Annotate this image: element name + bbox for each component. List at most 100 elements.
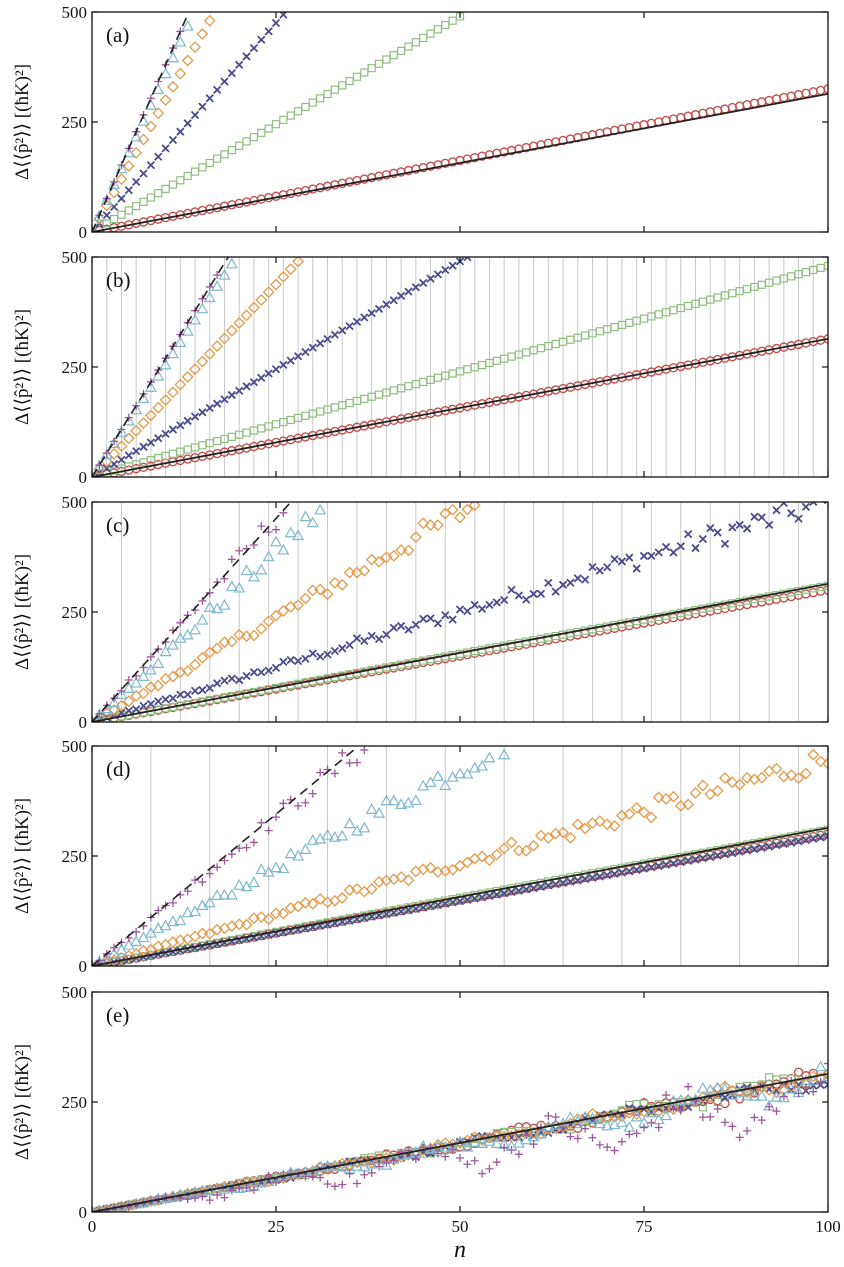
marker-triangle — [196, 613, 209, 625]
marker-cross — [698, 854, 708, 863]
marker-plus — [316, 1173, 325, 1182]
marker-diamond — [122, 695, 135, 708]
marker-cross — [271, 365, 281, 374]
marker-cross — [205, 94, 214, 103]
marker-plus — [654, 1123, 663, 1132]
marker-diamond — [785, 1080, 798, 1093]
marker-diamond — [218, 332, 231, 345]
marker-triangle — [468, 1136, 481, 1147]
plot-area — [92, 502, 828, 722]
marker-cross — [212, 399, 222, 408]
marker-cross — [146, 160, 156, 170]
marker-cross — [382, 630, 391, 639]
marker-triangle — [115, 425, 128, 437]
marker-diamond — [292, 900, 304, 913]
x-tick-label: 25 — [268, 1217, 285, 1236]
marker-cross — [573, 876, 582, 885]
marker-cross — [809, 502, 818, 507]
marker-cross — [728, 523, 737, 532]
series-cross — [92, 12, 288, 232]
marker-triangle — [233, 878, 246, 890]
marker-cross — [603, 563, 612, 572]
marker-diamond — [144, 409, 157, 422]
marker-triangle — [240, 564, 253, 576]
marker-plus — [588, 1133, 597, 1142]
marker-cross — [536, 589, 546, 598]
marker-diamond — [476, 850, 488, 863]
marker-cross — [279, 657, 288, 667]
marker-diamond — [564, 831, 577, 844]
marker-plus — [676, 1106, 685, 1115]
marker-plus — [235, 844, 244, 853]
marker-diamond — [461, 503, 474, 516]
marker-triangle — [696, 1081, 709, 1093]
marker-cross — [301, 654, 310, 663]
marker-triangle — [424, 776, 437, 787]
marker-triangle — [269, 535, 283, 547]
series-triangle — [92, 748, 511, 966]
marker-cross — [345, 640, 354, 650]
marker-cross — [168, 947, 178, 956]
marker-plus — [551, 1112, 560, 1121]
marker-cross — [698, 534, 708, 544]
marker-plus — [816, 1077, 825, 1086]
marker-cross — [227, 674, 236, 683]
marker-square — [787, 272, 796, 281]
marker-cross — [492, 890, 501, 899]
marker-triangle — [247, 876, 260, 888]
marker-plus — [249, 1185, 258, 1194]
marker-diamond — [152, 401, 165, 414]
marker-plus — [176, 618, 185, 627]
marker-diamond — [557, 826, 569, 839]
marker-cross — [801, 502, 811, 511]
marker-diamond — [520, 844, 533, 857]
marker-square — [441, 20, 450, 30]
marker-square — [772, 276, 781, 285]
marker-plus — [95, 709, 104, 718]
marker-plus — [301, 798, 310, 807]
marker-diamond — [240, 309, 253, 322]
marker-plus — [161, 637, 170, 646]
marker-triangle — [277, 543, 290, 555]
marker-triangle — [218, 888, 231, 900]
marker-diamond — [807, 1070, 820, 1083]
marker-diamond — [719, 772, 731, 785]
marker-square — [198, 163, 207, 172]
marker-diamond — [277, 907, 290, 920]
marker-diamond — [196, 28, 209, 40]
marker-cross — [794, 837, 803, 846]
marker-triangle — [122, 146, 135, 158]
y-tick-label: 500 — [62, 737, 88, 756]
marker-cross — [536, 882, 546, 891]
marker-plus — [168, 898, 177, 907]
marker-triangle — [108, 437, 121, 448]
marker-triangle — [181, 628, 194, 640]
marker-cross — [706, 852, 715, 862]
marker-cross — [485, 891, 494, 901]
marker-cross — [433, 619, 443, 628]
marker-cross — [146, 438, 156, 447]
marker-plus — [684, 1082, 693, 1091]
marker-plus — [213, 578, 222, 587]
marker-plus — [352, 758, 361, 767]
marker-cross — [396, 291, 406, 301]
marker-cross — [301, 347, 310, 357]
marker-plus — [301, 1172, 310, 1181]
marker-cross — [632, 564, 641, 573]
marker-triangle — [144, 663, 157, 675]
marker-square — [625, 318, 634, 327]
marker-plus — [750, 1113, 759, 1122]
marker-square — [823, 581, 828, 590]
marker-cross — [647, 863, 656, 872]
marker-square — [242, 137, 251, 146]
marker-plus — [669, 1104, 678, 1113]
marker-cross — [448, 261, 457, 270]
dashed-reference-line — [92, 502, 292, 722]
marker-triangle — [498, 748, 511, 760]
marker-cross — [691, 543, 700, 553]
marker-diamond — [270, 907, 282, 920]
marker-cross — [551, 587, 560, 596]
marker-cross — [338, 644, 347, 653]
marker-cross — [720, 1093, 730, 1102]
marker-cross — [352, 634, 362, 643]
